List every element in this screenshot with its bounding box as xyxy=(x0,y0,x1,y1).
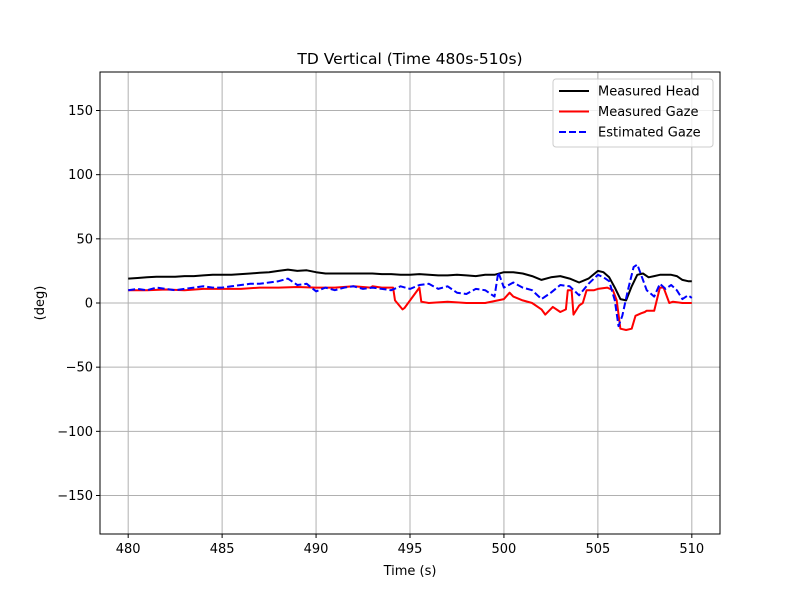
x-axis-label: Time (s) xyxy=(383,564,437,579)
y-tick-label: 100 xyxy=(68,168,93,183)
x-tick-label: 505 xyxy=(585,542,610,557)
x-tick-label: 490 xyxy=(304,542,329,557)
ticks: 480 485 490 495 500 505 510 −150 −100 −50 0 50 100 15… xyxy=(57,104,704,557)
x-tick-label: 485 xyxy=(210,542,235,557)
y-tick-label: −100 xyxy=(57,425,93,440)
series-line-measured-head xyxy=(128,268,692,302)
y-axis-label: (deg) xyxy=(33,286,48,321)
series-line-estimated-gaze xyxy=(128,263,693,328)
x-tick-label: 480 xyxy=(116,542,141,557)
legend-label: Estimated Gaze xyxy=(598,126,701,141)
x-tick-label: 495 xyxy=(398,542,423,557)
series-line-measured-gaze xyxy=(128,285,692,331)
chart-title: TD Vertical (Time 480s-510s) xyxy=(296,50,522,68)
x-tick-label: 510 xyxy=(679,542,704,557)
y-tick-label: 150 xyxy=(68,104,93,119)
y-tick-label: −50 xyxy=(66,361,93,376)
y-tick-label: −150 xyxy=(57,489,93,504)
legend: Measured Head Measured Gaze Estimated Gaze xyxy=(552,78,714,148)
y-tick-label: 0 xyxy=(85,297,93,312)
x-tick-label: 500 xyxy=(492,542,517,557)
legend-box xyxy=(552,78,714,148)
series-layer xyxy=(128,263,693,331)
y-tick-label: 50 xyxy=(76,232,93,247)
legend-label: Measured Head xyxy=(598,85,700,100)
legend-label: Measured Gaze xyxy=(598,105,699,120)
